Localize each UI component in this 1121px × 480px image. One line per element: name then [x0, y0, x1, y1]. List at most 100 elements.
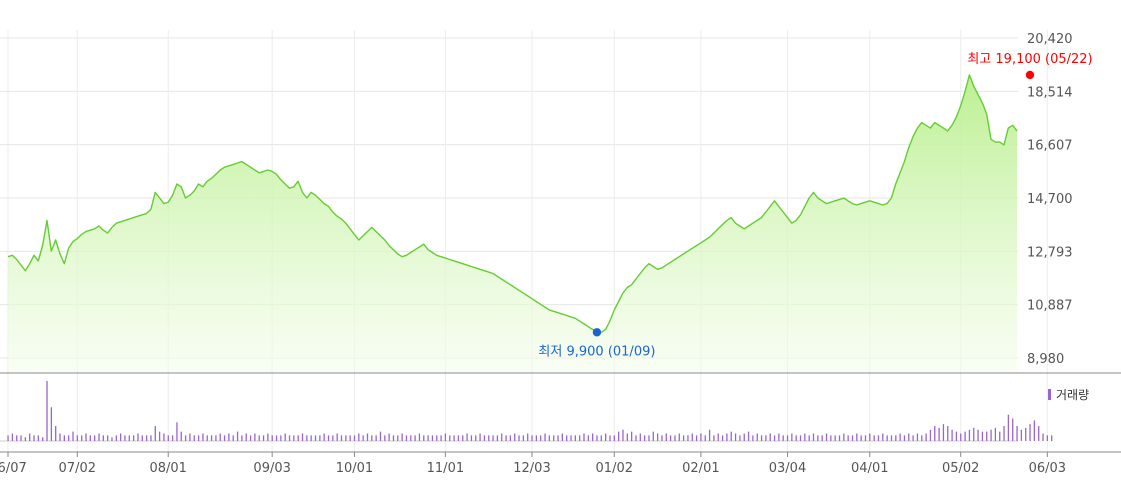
- volume-bar: [210, 435, 213, 441]
- volume-bar: [353, 435, 356, 441]
- max-point-marker: [1025, 70, 1035, 80]
- volume-bar: [925, 433, 927, 441]
- volume-bar: [973, 427, 975, 441]
- volume-bar: [107, 435, 109, 441]
- volume-bar: [635, 435, 637, 441]
- volume-bar: [33, 435, 35, 441]
- volume-bar: [392, 435, 395, 441]
- volume-bar: [639, 433, 641, 441]
- volume-bar: [440, 435, 442, 441]
- volume-bar: [345, 435, 347, 441]
- volume-bar: [379, 431, 382, 441]
- volume-bar: [124, 435, 126, 441]
- volume-bar: [830, 435, 832, 441]
- volume-bar: [366, 433, 369, 441]
- x-tick-label: 06/07: [0, 461, 27, 476]
- volume-bar: [873, 435, 875, 441]
- volume-bar: [921, 435, 923, 441]
- volume-bar: [206, 435, 208, 441]
- x-tick-label: 02/01: [682, 461, 719, 476]
- volume-bar: [704, 435, 706, 441]
- x-tick-label: 10/01: [336, 461, 373, 476]
- volume-bar: [492, 435, 494, 441]
- volume-bar: [436, 435, 438, 441]
- volume-bar: [721, 435, 724, 441]
- volume-bar: [102, 435, 104, 441]
- max-label: 최고 19,100 (05/22): [967, 52, 1092, 67]
- volume-bar: [734, 433, 737, 441]
- volume-bar: [284, 433, 286, 441]
- volume-bar: [960, 433, 962, 441]
- volume-bar: [968, 429, 971, 441]
- volume-bar: [834, 435, 836, 441]
- x-tick-label: 07/02: [59, 461, 96, 476]
- volume-bar: [661, 435, 663, 441]
- volume-bar: [999, 431, 1001, 441]
- volume-bar: [899, 433, 901, 441]
- volume-bar: [202, 433, 204, 441]
- volume-bar: [171, 435, 174, 441]
- volume-bar: [856, 433, 858, 441]
- volume-bar: [955, 431, 958, 441]
- volume-bar: [388, 433, 390, 441]
- volume-bar: [795, 435, 797, 441]
- volume-bar: [882, 433, 884, 441]
- volume-bar: [838, 435, 841, 441]
- volume-bar: [189, 433, 191, 441]
- volume-bar: [72, 431, 74, 441]
- volume-bar: [63, 435, 65, 441]
- volume-bar: [916, 433, 919, 441]
- volume-bar: [397, 435, 399, 441]
- volume-bar: [769, 433, 771, 441]
- volume-bar: [713, 435, 715, 441]
- volume-bar: [29, 433, 31, 441]
- volume-bar: [561, 433, 564, 441]
- volume-bar: [903, 435, 906, 441]
- volume-bar: [24, 437, 27, 441]
- price-series-line: [7, 74, 1018, 333]
- volume-bar: [981, 431, 984, 441]
- volume-bar: [349, 435, 351, 441]
- volume-bar: [587, 435, 589, 441]
- volume-bar: [249, 435, 252, 441]
- volume-bar: [912, 435, 914, 441]
- volume-bar: [332, 435, 334, 441]
- volume-bar: [98, 433, 100, 441]
- volume-bar: [574, 435, 576, 441]
- volume-bar: [548, 435, 551, 441]
- volume-bar: [76, 435, 78, 441]
- x-tick-label: 03/04: [769, 461, 806, 476]
- volume-bar: [141, 435, 143, 441]
- x-tick-label: 11/01: [427, 461, 464, 476]
- volume-bar: [743, 433, 745, 441]
- volume-bar: [596, 435, 598, 441]
- volume-bar: [488, 435, 490, 441]
- volume-bar: [1029, 424, 1031, 441]
- volume-bar: [622, 429, 624, 441]
- y-tick-label: 18,514: [1027, 85, 1073, 100]
- x-tick-label: 05/02: [942, 461, 979, 476]
- volume-bar: [566, 435, 568, 441]
- volume-bar: [756, 433, 758, 441]
- volume-bar: [297, 435, 299, 441]
- volume-bar: [773, 435, 776, 441]
- volume-bar: [609, 435, 611, 441]
- volume-bar: [275, 435, 278, 441]
- volume-bar: [739, 435, 741, 441]
- volume-bar: [1042, 433, 1044, 441]
- y-tick-label: 12,793: [1027, 245, 1073, 260]
- volume-bar: [466, 433, 468, 441]
- volume-legend-swatch: [1048, 389, 1051, 400]
- volume-bar: [514, 433, 516, 441]
- volume-bar: [163, 433, 165, 441]
- volume-bar: [605, 433, 607, 441]
- y-axis-ticks: 20,420 18,514 16,607 14,700 12,793 10,887 8,98…: [1027, 32, 1073, 367]
- volume-bar: [626, 433, 628, 441]
- volume-bar: [496, 435, 499, 441]
- volume-bar: [68, 435, 70, 441]
- volume-bar: [85, 433, 87, 441]
- volume-bar: [778, 433, 780, 441]
- volume-bar: [479, 433, 481, 441]
- volume-bar: [145, 435, 148, 441]
